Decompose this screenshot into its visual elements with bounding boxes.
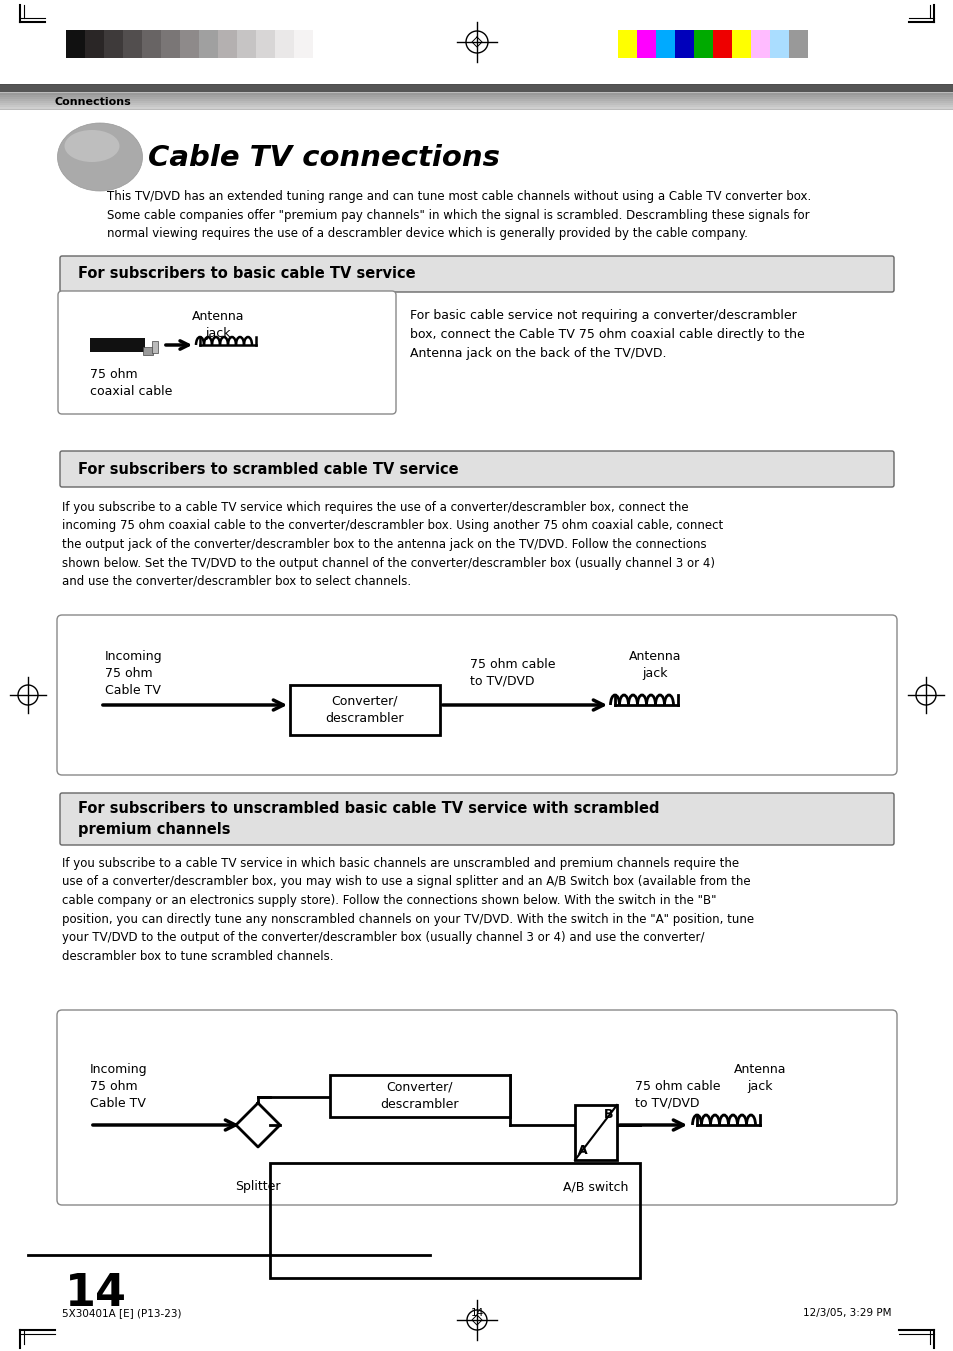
Bar (161, 30, 180, 58)
Bar (0, 93, 953, 95)
Bar (85, 30, 104, 58)
Bar (712, 30, 731, 58)
Bar (0, 92, 953, 109)
Bar (0, 0, 953, 65)
FancyBboxPatch shape (60, 255, 893, 292)
Text: A: A (578, 1143, 587, 1156)
Bar (788, 30, 807, 58)
Bar (656, 30, 675, 58)
Bar (0, 99, 953, 101)
Bar (0, 85, 953, 95)
Bar (290, 685, 439, 735)
Bar (769, 30, 788, 58)
Text: Converter/
descrambler: Converter/ descrambler (380, 1081, 458, 1111)
Text: 75 ohm cable
to TV/DVD: 75 ohm cable to TV/DVD (470, 658, 555, 688)
Bar (0, 101, 953, 103)
Text: 75 ohm cable
to TV/DVD: 75 ohm cable to TV/DVD (635, 1079, 720, 1111)
Text: If you subscribe to a cable TV service which requires the use of a converter/des: If you subscribe to a cable TV service w… (62, 501, 722, 588)
Text: Antenna
jack: Antenna jack (733, 1063, 785, 1093)
Bar (330, 1075, 510, 1117)
FancyBboxPatch shape (60, 793, 893, 844)
Text: For subscribers to scrambled cable TV service: For subscribers to scrambled cable TV se… (78, 462, 458, 477)
FancyBboxPatch shape (57, 1011, 896, 1205)
Bar (104, 30, 123, 58)
Bar (274, 30, 294, 58)
Bar (675, 30, 693, 58)
Text: 5X30401A [E] (P13-23): 5X30401A [E] (P13-23) (62, 1308, 181, 1319)
Bar (731, 30, 750, 58)
Text: For subscribers to unscrambled basic cable TV service with scrambled
premium cha: For subscribers to unscrambled basic cab… (78, 801, 659, 836)
Bar (270, 1163, 639, 1278)
Bar (152, 340, 158, 353)
FancyBboxPatch shape (57, 615, 896, 775)
Bar (0, 97, 953, 99)
Bar (236, 30, 255, 58)
Text: 12/3/05, 3:29 PM: 12/3/05, 3:29 PM (802, 1308, 891, 1319)
Bar (142, 30, 161, 58)
Bar (0, 95, 953, 97)
Text: Cable TV connections: Cable TV connections (148, 145, 499, 172)
Text: Antenna
jack: Antenna jack (192, 309, 244, 340)
Bar (255, 30, 274, 58)
Text: Incoming
75 ohm
Cable TV: Incoming 75 ohm Cable TV (105, 650, 162, 697)
Text: For subscribers to basic cable TV service: For subscribers to basic cable TV servic… (78, 266, 416, 281)
Text: Splitter: Splitter (235, 1179, 280, 1193)
Text: 75 ohm
coaxial cable: 75 ohm coaxial cable (90, 367, 172, 399)
Text: A/B switch: A/B switch (562, 1179, 628, 1193)
Bar (750, 30, 769, 58)
Text: Converter/
descrambler: Converter/ descrambler (325, 694, 404, 725)
FancyBboxPatch shape (58, 290, 395, 413)
Polygon shape (235, 1102, 280, 1147)
Bar (693, 30, 712, 58)
Bar (90, 338, 145, 353)
Bar (0, 103, 953, 105)
Bar (180, 30, 199, 58)
Bar (0, 107, 953, 109)
Ellipse shape (57, 123, 142, 190)
Bar (218, 30, 236, 58)
Ellipse shape (65, 130, 119, 162)
Text: This TV/DVD has an extended tuning range and can tune most cable channels withou: This TV/DVD has an extended tuning range… (107, 190, 810, 240)
Bar (66, 30, 85, 58)
Text: If you subscribe to a cable TV service in which basic channels are unscrambled a: If you subscribe to a cable TV service i… (62, 857, 753, 962)
Text: 14: 14 (65, 1271, 127, 1315)
Text: For basic cable service not requiring a converter/descrambler
box, connect the C: For basic cable service not requiring a … (410, 309, 804, 359)
FancyBboxPatch shape (60, 451, 893, 486)
Bar (0, 105, 953, 107)
Bar (294, 30, 313, 58)
Text: 14: 14 (470, 1308, 483, 1319)
Bar (199, 30, 218, 58)
Bar (637, 30, 656, 58)
Text: Antenna
jack: Antenna jack (628, 650, 680, 680)
Bar (123, 30, 142, 58)
Bar (143, 347, 152, 355)
Bar (575, 1105, 617, 1161)
Text: B: B (603, 1109, 613, 1121)
Bar (618, 30, 637, 58)
Text: Connections: Connections (55, 97, 132, 107)
Text: Incoming
75 ohm
Cable TV: Incoming 75 ohm Cable TV (90, 1063, 148, 1111)
